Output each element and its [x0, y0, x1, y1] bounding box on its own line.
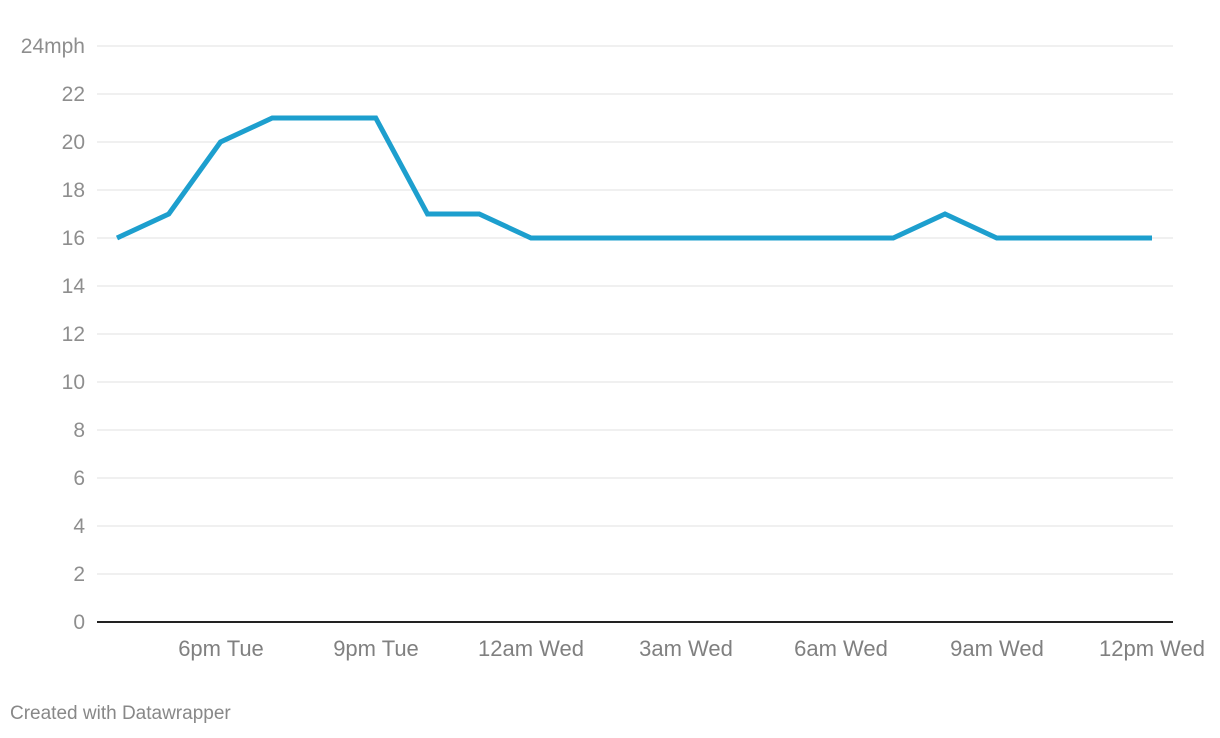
- series-layer: [115, 115, 1152, 241]
- x-tick-label: 12pm Wed: [1099, 636, 1205, 661]
- series-line: [115, 115, 1152, 241]
- x-tick-label: 3am Wed: [639, 636, 733, 661]
- y-tick-label: 4: [73, 515, 85, 538]
- y-tick-label: 20: [62, 131, 85, 154]
- y-tick-label: 10: [62, 371, 85, 394]
- x-tick-label: 9am Wed: [950, 636, 1044, 661]
- y-tick-label: 18: [62, 179, 85, 202]
- y-tick-label: 6: [73, 467, 85, 490]
- x-tick-label: 6am Wed: [794, 636, 888, 661]
- gridlines: [97, 45, 1173, 623]
- x-axis-tick-labels: 6pm Tue 9pm Tue 12am Wed 3am Wed 6am Wed 9am …: [178, 636, 1205, 661]
- y-tick-label: 14: [62, 275, 86, 298]
- y-tick-label: 8: [73, 419, 85, 442]
- y-axis-tick-labels: 0 2 4 6 8 10 12 14 16 18 20 22 24mph: [21, 35, 86, 634]
- y-tick-label: 0: [73, 611, 85, 634]
- x-tick-label: 9pm Tue: [333, 636, 419, 661]
- credit-text: Created with Datawrapper: [10, 703, 231, 724]
- y-tick-label: 12: [62, 323, 85, 346]
- y-tick-label: 2: [73, 563, 85, 586]
- y-tick-label: 24mph: [21, 35, 85, 58]
- y-tick-label: 22: [62, 83, 85, 106]
- y-tick-label: 16: [62, 227, 85, 250]
- x-tick-label: 6pm Tue: [178, 636, 264, 661]
- x-tick-label: 12am Wed: [478, 636, 584, 661]
